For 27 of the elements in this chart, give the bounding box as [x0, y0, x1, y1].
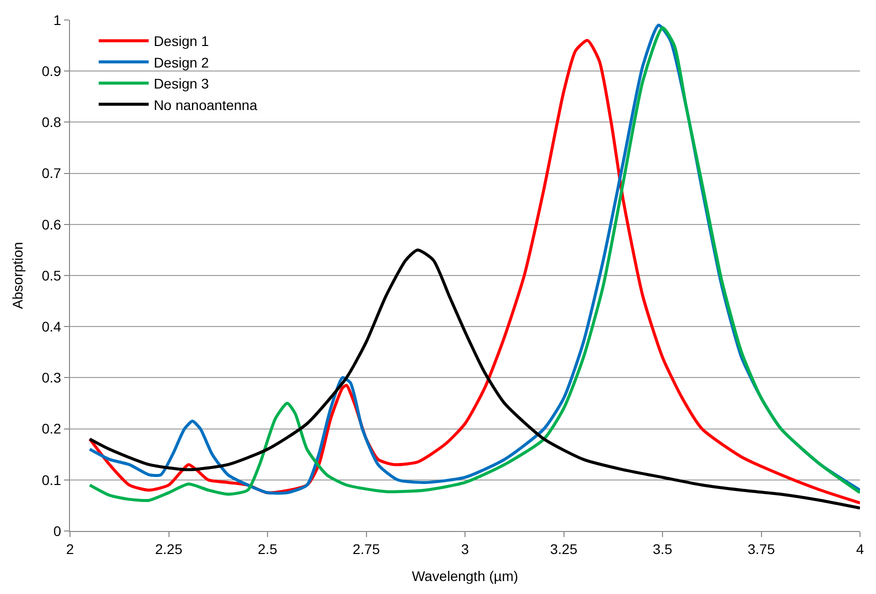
y-tick-label: 0.3 [42, 370, 62, 386]
x-tick-label: 3.5 [652, 540, 672, 557]
y-tick-label: 0 [53, 522, 62, 539]
legend-label: Design 1 [154, 33, 210, 50]
legend-label: Design 2 [154, 54, 210, 70]
y-axis-title: Absorption [9, 242, 26, 309]
x-tick-label: 3.25 [550, 540, 578, 557]
y-tick-label: 0.7 [42, 165, 62, 182]
legend-label: Design 3 [154, 76, 210, 92]
line-series [88, 248, 860, 510]
x-tick-label: 4 [856, 540, 864, 557]
y-tick-label: 0.2 [42, 420, 62, 437]
y-tick-label: 0.8 [42, 114, 62, 130]
x-tick-label: 2.25 [155, 540, 183, 557]
x-tick-label: 3.75 [748, 540, 776, 557]
y-tick-label: 0.6 [42, 216, 62, 232]
y-tick-label: 0.9 [42, 63, 62, 79]
x-tick-label: 2.75 [352, 540, 380, 557]
x-tick-label: 3 [461, 540, 470, 557]
x-tick-label: 2 [66, 540, 74, 557]
y-tick-label: 0.1 [42, 472, 62, 488]
y-tick-label: 0.4 [42, 318, 62, 334]
x-axis-title: Wavelength (µm) [412, 568, 518, 584]
y-tick-label: 1 [53, 12, 62, 28]
legend-label: No nanoantenna [154, 96, 258, 113]
x-tick-label: 2.5 [258, 540, 278, 557]
y-tick-label: 0.5 [42, 267, 62, 284]
